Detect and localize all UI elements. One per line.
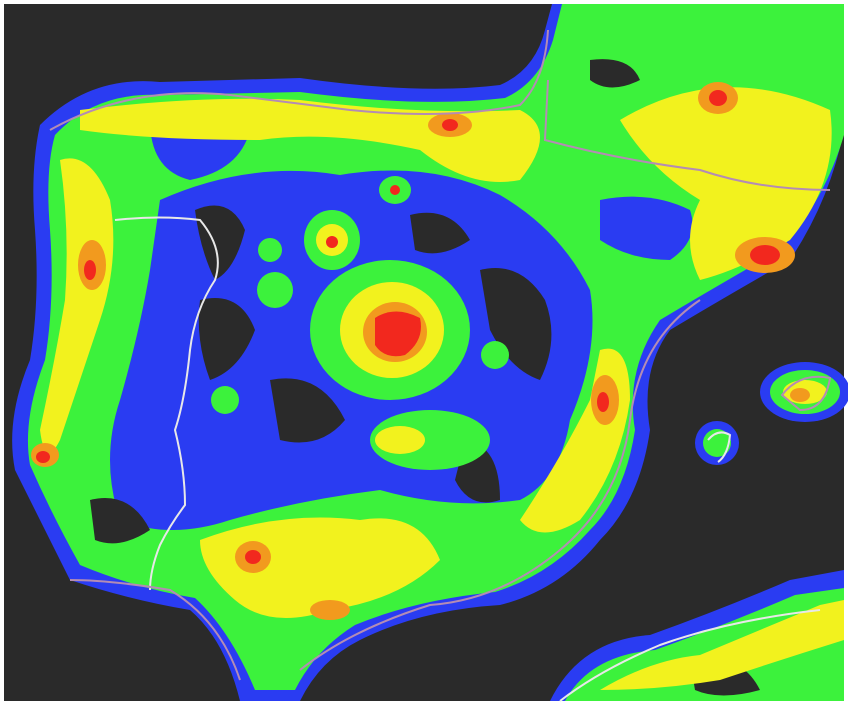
malaga-orange xyxy=(310,600,350,620)
city-yellow xyxy=(375,426,425,454)
dark-patch xyxy=(590,59,640,88)
sevilla-red xyxy=(245,550,261,564)
ibiza-green xyxy=(703,429,731,457)
madrid-red xyxy=(375,311,421,357)
catalonia-yellow xyxy=(620,87,832,280)
africa-yellow xyxy=(600,600,844,690)
ibiza-coast xyxy=(707,431,732,463)
mallorca-orange xyxy=(790,388,810,402)
city-green xyxy=(211,386,239,414)
city-green xyxy=(257,272,293,308)
zaragoza-red xyxy=(709,90,727,106)
dark-patch xyxy=(90,498,150,544)
city-red xyxy=(326,236,338,248)
barcelona-red xyxy=(750,245,780,265)
dark-regions xyxy=(90,59,760,696)
dark-patch xyxy=(270,378,345,443)
city-red xyxy=(390,185,400,195)
porto-red xyxy=(84,260,96,280)
city-green xyxy=(481,341,509,369)
borders xyxy=(49,29,832,702)
mallorca-coast xyxy=(780,375,832,412)
bilbao-red xyxy=(442,119,458,131)
portugal-border xyxy=(114,216,219,591)
africa-border xyxy=(559,609,821,702)
city-green xyxy=(258,238,282,262)
north-coast-yellow xyxy=(80,98,540,182)
ebro-blue xyxy=(600,196,693,260)
red-zone xyxy=(36,90,780,564)
coastline-border xyxy=(49,29,831,681)
dark-patch xyxy=(410,212,470,254)
city-green xyxy=(370,410,490,470)
lisbon-red xyxy=(36,451,50,463)
valencia-red xyxy=(597,392,609,412)
portugal-yellow xyxy=(40,158,114,453)
dark-patch xyxy=(198,298,255,380)
dark-patch xyxy=(480,268,552,380)
dark-patch xyxy=(195,205,245,280)
